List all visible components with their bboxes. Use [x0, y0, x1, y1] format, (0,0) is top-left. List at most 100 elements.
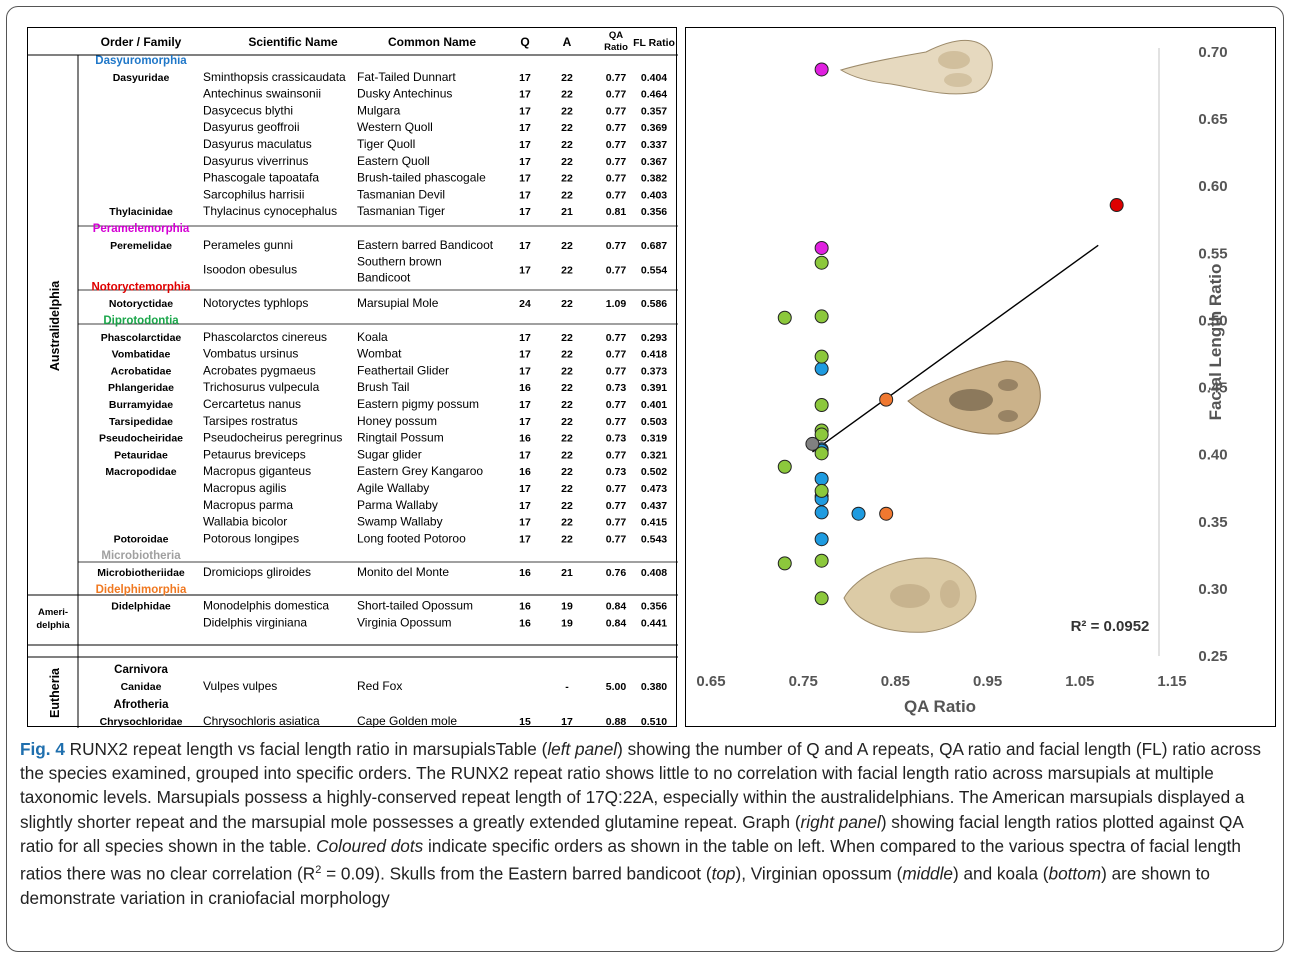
family-cell: Thylacinidae [109, 206, 173, 218]
common-name-cell: Ringtail Possum [357, 431, 444, 445]
opossum-skull-image [907, 360, 1041, 435]
qa-ratio-cell: 0.77 [606, 517, 627, 529]
common-name-cell: Brush-tailed phascogale [357, 171, 486, 185]
scientific-name-cell: Potorous longipes [203, 531, 299, 545]
q-cell: 16 [519, 382, 531, 394]
family-cell: Chrysochloridae [100, 716, 183, 728]
figure-frame [6, 6, 1284, 952]
fl-ratio-cell: 0.357 [641, 105, 667, 117]
data-point-series-5 [879, 506, 894, 521]
a-cell: 22 [561, 156, 573, 168]
q-cell: 17 [519, 265, 531, 277]
fl-ratio-cell: 0.403 [641, 189, 667, 201]
data-point-series-3 [814, 483, 829, 498]
supergroup-australidelphia: Australidelphia [48, 280, 62, 371]
caption-text-6: ), Virginian opossum ( [735, 863, 903, 884]
qa-ratio-cell: 0.77 [606, 533, 627, 545]
family-cell: Peremelidae [110, 240, 172, 252]
supergroup-eutheria: Eutheria [48, 667, 62, 718]
common-name-cell: Tasmanian Tiger [357, 204, 445, 218]
fl-ratio-cell: 0.437 [641, 500, 667, 512]
x-tick-labels: 0.65 0.75 0.85 0.95 1.05 1.15 [696, 673, 1186, 690]
q-cell: 16 [519, 617, 531, 629]
y-tick-label: 0.50 [1198, 312, 1227, 329]
q-cell: 24 [519, 298, 531, 310]
order-label: Carnivora [114, 664, 168, 676]
qa-ratio-cell: 0.88 [606, 716, 627, 728]
data-point-series-5 [879, 392, 894, 407]
common-name-cell: Eastern Quoll [357, 154, 430, 168]
scientific-name-cell: Acrobates pygmaeus [203, 363, 316, 377]
common-name-cell: Parma Wallaby [357, 498, 438, 512]
caption-italic-4: top [711, 863, 736, 884]
scientific-name-cell: Phascogale tapoatafa [203, 171, 319, 185]
q-cell: 17 [519, 500, 531, 512]
q-cell: 17 [519, 332, 531, 344]
q-cell: 17 [519, 72, 531, 84]
qa-ratio-cell: 0.77 [606, 500, 627, 512]
a-cell: 19 [561, 617, 573, 629]
scientific-name-cell: Vombatus ursinus [203, 347, 298, 361]
data-point-series-0 [814, 532, 829, 547]
bandicoot-skull-image [839, 40, 993, 95]
fl-ratio-cell: 0.473 [641, 483, 667, 495]
scientific-name-cell: Chrysochloris asiatica [203, 714, 320, 728]
common-name-cell: Swamp Wallaby [357, 515, 443, 529]
a-cell: 22 [561, 533, 573, 545]
trendline [812, 244, 1099, 453]
a-cell: 19 [561, 601, 573, 613]
x-tick-label: 1.05 [1065, 673, 1094, 690]
a-cell: 22 [561, 500, 573, 512]
fl-ratio-cell: 0.369 [641, 122, 667, 134]
a-cell: 22 [561, 466, 573, 478]
header-scientific-name: Scientific Name [248, 35, 338, 49]
qa-ratio-cell: 0.76 [606, 567, 627, 579]
qa-ratio-cell: 1.09 [606, 298, 627, 310]
x-tick-label: 0.75 [789, 673, 818, 690]
q-cell: 17 [519, 365, 531, 377]
qa-ratio-cell: 0.77 [606, 365, 627, 377]
a-cell: 22 [561, 382, 573, 394]
fl-ratio-cell: 0.464 [641, 89, 667, 101]
q-cell: 16 [519, 601, 531, 613]
q-cell: 17 [519, 483, 531, 495]
common-name-cell: Wombat [357, 347, 402, 361]
y-tick-label: 0.55 [1198, 245, 1227, 262]
a-cell: 22 [561, 173, 573, 185]
fl-ratio-cell: 0.356 [641, 601, 667, 613]
a-cell: 22 [561, 517, 573, 529]
caption-text-4: indicate specific orders as shown in the… [20, 835, 1241, 884]
qa-ratio-cell: 0.77 [606, 72, 627, 84]
y-tick-label: 0.60 [1198, 178, 1227, 195]
data-point-series-0 [814, 361, 829, 376]
order-label: Dasyuromorphia [95, 55, 187, 67]
qa-ratio-cell: 0.77 [606, 265, 627, 277]
caption-italic-3: Coloured dots [316, 835, 424, 856]
common-name-cell: Eastern barred Bandicoot [357, 238, 494, 252]
q-cell: 17 [519, 399, 531, 411]
r-squared-annotation: R² = 0.0952 [1071, 618, 1150, 635]
scientific-name-cell: Monodelphis domestica [203, 599, 329, 613]
family-cell: Potoroidae [114, 533, 169, 545]
scientific-name-cell: Dasycecus blythi [203, 103, 293, 117]
scientific-name-cell: Antechinus swainsonii [203, 87, 321, 101]
table-svg: Order / Family Scientific Name Common Na… [28, 30, 678, 728]
qa-ratio-cell: 0.73 [606, 382, 627, 394]
scientific-name-cell: Macropus giganteus [203, 464, 311, 478]
fl-ratio-cell: 0.502 [641, 466, 667, 478]
q-cell: 17 [519, 416, 531, 428]
common-name-cell: Fat-Tailed Dunnart [357, 70, 456, 84]
q-cell: 16 [519, 433, 531, 445]
table-rules [28, 54, 678, 728]
data-point-series-4 [805, 436, 820, 451]
qa-ratio-cell: 0.77 [606, 105, 627, 117]
scientific-name-cell: Macropus agilis [203, 481, 286, 495]
fl-ratio-cell: 0.554 [641, 265, 667, 277]
common-name-cell: Monito del Monte [357, 565, 449, 579]
scientific-name-cell: Dasyurus viverrinus [203, 154, 308, 168]
caption-italic-5: middle [902, 863, 953, 884]
fl-ratio-cell: 0.503 [641, 416, 667, 428]
data-point-series-3 [814, 553, 829, 568]
common-name-cell: Eastern Grey Kangaroo [357, 464, 483, 478]
a-cell: 22 [561, 139, 573, 151]
